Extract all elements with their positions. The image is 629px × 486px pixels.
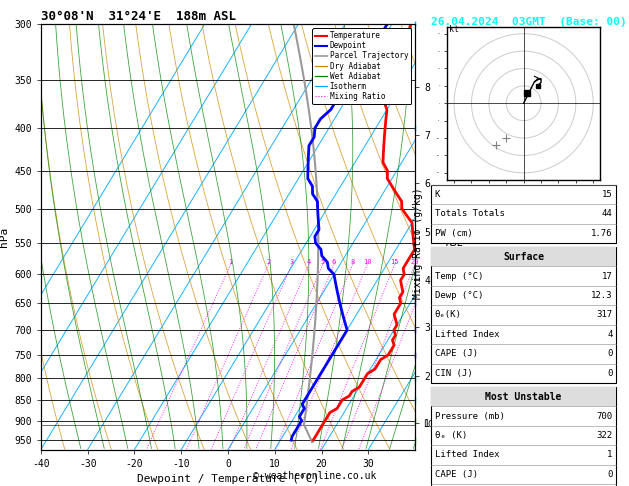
Text: Surface: Surface bbox=[503, 252, 544, 261]
Text: 12.3: 12.3 bbox=[591, 291, 613, 300]
Text: 1.76: 1.76 bbox=[591, 229, 613, 238]
Text: θₑ(K): θₑ(K) bbox=[435, 311, 462, 319]
Text: 44: 44 bbox=[602, 209, 613, 218]
Text: 700: 700 bbox=[596, 412, 613, 420]
Text: Totals Totals: Totals Totals bbox=[435, 209, 504, 218]
Text: © weatheronline.co.uk: © weatheronline.co.uk bbox=[253, 471, 376, 481]
Text: 0: 0 bbox=[607, 349, 613, 358]
Text: 30°08'N  31°24'E  188m ASL: 30°08'N 31°24'E 188m ASL bbox=[41, 10, 236, 23]
Text: 0: 0 bbox=[607, 470, 613, 479]
Text: 2: 2 bbox=[266, 259, 270, 265]
Text: 0: 0 bbox=[607, 369, 613, 378]
Text: 4: 4 bbox=[306, 259, 311, 265]
Text: CIN (J): CIN (J) bbox=[435, 369, 472, 378]
X-axis label: Dewpoint / Temperature (°C): Dewpoint / Temperature (°C) bbox=[137, 474, 319, 484]
Text: 3: 3 bbox=[289, 259, 294, 265]
Text: Mixing Ratio (g/kg): Mixing Ratio (g/kg) bbox=[413, 187, 423, 299]
Legend: Temperature, Dewpoint, Parcel Trajectory, Dry Adiabat, Wet Adiabat, Isotherm, Mi: Temperature, Dewpoint, Parcel Trajectory… bbox=[312, 28, 411, 104]
Text: 5: 5 bbox=[320, 259, 325, 265]
Text: 15: 15 bbox=[390, 259, 399, 265]
Y-axis label: hPa: hPa bbox=[0, 227, 9, 247]
Text: Lifted Index: Lifted Index bbox=[435, 451, 499, 459]
Text: 317: 317 bbox=[596, 311, 613, 319]
Text: kt: kt bbox=[449, 25, 459, 34]
Text: Temp (°C): Temp (°C) bbox=[435, 272, 483, 280]
Text: 322: 322 bbox=[596, 431, 613, 440]
Text: 10: 10 bbox=[363, 259, 371, 265]
Text: 6: 6 bbox=[331, 259, 336, 265]
Text: CAPE (J): CAPE (J) bbox=[435, 349, 477, 358]
Text: 15: 15 bbox=[602, 190, 613, 199]
Text: 4: 4 bbox=[607, 330, 613, 339]
Text: CAPE (J): CAPE (J) bbox=[435, 470, 477, 479]
Y-axis label: km
ASL: km ASL bbox=[446, 226, 464, 248]
Text: 26.04.2024  03GMT  (Base: 00): 26.04.2024 03GMT (Base: 00) bbox=[431, 17, 626, 27]
Text: θₑ (K): θₑ (K) bbox=[435, 431, 467, 440]
Text: 17: 17 bbox=[602, 272, 613, 280]
Text: Lifted Index: Lifted Index bbox=[435, 330, 499, 339]
Text: Most Unstable: Most Unstable bbox=[486, 392, 562, 401]
Text: 1: 1 bbox=[607, 451, 613, 459]
Text: PW (cm): PW (cm) bbox=[435, 229, 472, 238]
Text: Pressure (mb): Pressure (mb) bbox=[435, 412, 504, 420]
Text: K: K bbox=[435, 190, 440, 199]
Text: 1: 1 bbox=[228, 259, 233, 265]
Text: Dewp (°C): Dewp (°C) bbox=[435, 291, 483, 300]
Text: 20: 20 bbox=[410, 259, 419, 265]
Text: LCL: LCL bbox=[423, 420, 438, 429]
Text: 8: 8 bbox=[350, 259, 354, 265]
